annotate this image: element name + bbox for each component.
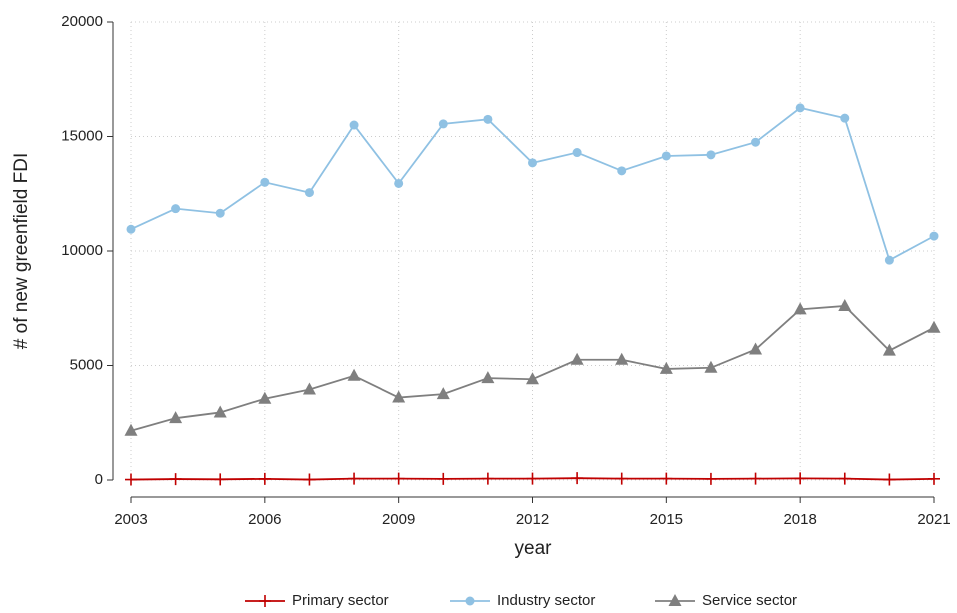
point <box>169 411 183 424</box>
point <box>304 188 314 198</box>
legend-label: Primary sector <box>292 592 389 609</box>
point <box>704 472 717 485</box>
point <box>615 352 629 365</box>
point <box>526 472 539 485</box>
point <box>659 361 673 374</box>
y-tick-label: 15000 <box>61 127 103 144</box>
point <box>258 391 272 404</box>
point <box>704 360 718 373</box>
x-tick-label: 2009 <box>382 511 415 528</box>
x-tick-label: 2012 <box>516 511 549 528</box>
point <box>436 387 450 400</box>
point <box>481 472 494 485</box>
point <box>392 390 406 403</box>
point <box>749 472 762 485</box>
point <box>481 371 495 384</box>
x-axis-title: year <box>515 538 553 559</box>
point <box>706 150 716 160</box>
y-axis-title: # of new greenfield FDI <box>11 153 32 349</box>
point <box>615 472 628 485</box>
legend-label: Industry sector <box>497 592 595 609</box>
point <box>928 472 940 485</box>
point <box>394 178 404 188</box>
point <box>260 177 270 187</box>
point <box>126 224 136 234</box>
legend-marker <box>259 595 271 607</box>
x-tick-label: 2003 <box>114 511 147 528</box>
point <box>258 472 271 485</box>
x-tick-label: 2015 <box>650 511 683 528</box>
point <box>125 473 137 486</box>
legend-label: Service sector <box>702 592 797 609</box>
point <box>526 372 539 385</box>
point <box>169 473 182 486</box>
point <box>571 472 584 485</box>
point <box>214 473 227 486</box>
y-tick-label: 5000 <box>70 356 103 373</box>
point <box>171 204 181 214</box>
y-tick-label: 0 <box>95 471 103 488</box>
point <box>838 472 851 485</box>
point <box>793 302 807 315</box>
point <box>213 405 227 418</box>
point <box>303 473 316 486</box>
point <box>572 148 582 158</box>
point <box>347 368 361 381</box>
point <box>438 119 448 129</box>
point <box>840 113 850 123</box>
point <box>884 255 894 265</box>
point <box>661 151 671 161</box>
point <box>838 298 852 311</box>
point <box>392 472 405 485</box>
point <box>570 352 584 365</box>
point <box>302 382 316 395</box>
point <box>437 472 450 485</box>
point <box>215 208 225 218</box>
point <box>483 114 493 124</box>
legend-marker <box>465 596 475 606</box>
x-tick-label: 2021 <box>917 511 950 528</box>
point <box>929 231 939 241</box>
point <box>617 166 627 176</box>
x-tick-label: 2006 <box>248 511 281 528</box>
line <box>130 305 935 432</box>
legend-marker <box>668 594 682 606</box>
point <box>124 423 138 436</box>
point <box>795 103 805 113</box>
point <box>882 343 896 356</box>
point <box>794 472 807 485</box>
point <box>883 473 896 486</box>
y-tick-label: 20000 <box>61 13 103 30</box>
point <box>751 137 761 147</box>
point <box>349 120 359 130</box>
point <box>749 342 763 355</box>
point <box>927 320 941 333</box>
point <box>528 158 537 168</box>
x-tick-label: 2018 <box>783 511 816 528</box>
point <box>660 472 673 485</box>
y-tick-label: 10000 <box>61 242 103 259</box>
point <box>348 472 361 485</box>
